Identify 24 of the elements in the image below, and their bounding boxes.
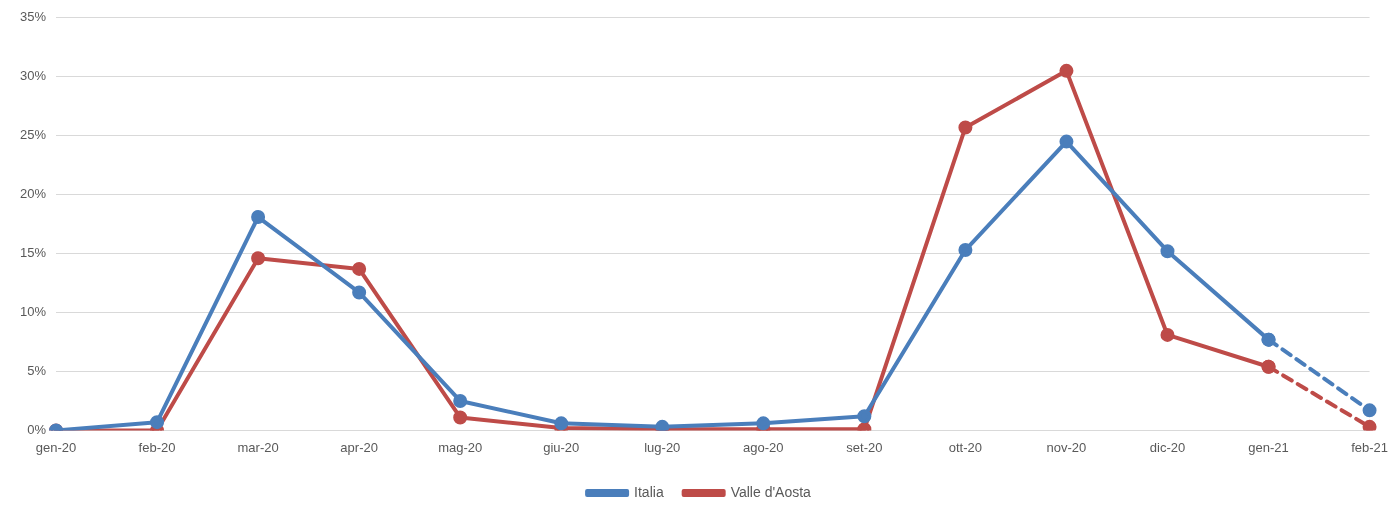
x-tick-label: feb-21 — [1351, 439, 1389, 455]
x-tick-label: apr-20 — [340, 439, 378, 455]
x-tick-label: nov-20 — [1046, 439, 1087, 455]
legend-label: Italia — [634, 483, 664, 500]
x-tick-label: mar-20 — [237, 439, 279, 455]
y-tick-label: 25% — [19, 127, 47, 143]
x-tick-label: ago-20 — [743, 439, 784, 455]
y-tick-label: 15% — [19, 245, 47, 261]
y-tick-label: 30% — [19, 68, 47, 84]
x-tick-label: dic-20 — [1149, 439, 1186, 455]
x-tick-label: ott-20 — [948, 439, 983, 455]
x-tick-label: giu-20 — [543, 439, 580, 455]
x-tick-label: feb-20 — [138, 439, 176, 455]
x-tick-label: set-20 — [846, 439, 883, 455]
x-tick-label: mag-20 — [438, 439, 483, 455]
y-tick-label: 0% — [27, 421, 47, 437]
x-tick-label: gen-20 — [35, 439, 77, 455]
x-tick-label: gen-21 — [1248, 439, 1289, 455]
y-tick-label: 5% — [27, 363, 47, 379]
x-tick-label: lug-20 — [644, 439, 681, 455]
y-tick-label: 10% — [19, 304, 47, 320]
legend-label: Valle d'Aosta — [730, 483, 812, 500]
y-tick-label: 20% — [19, 186, 47, 202]
y-tick-label: 35% — [19, 9, 47, 25]
